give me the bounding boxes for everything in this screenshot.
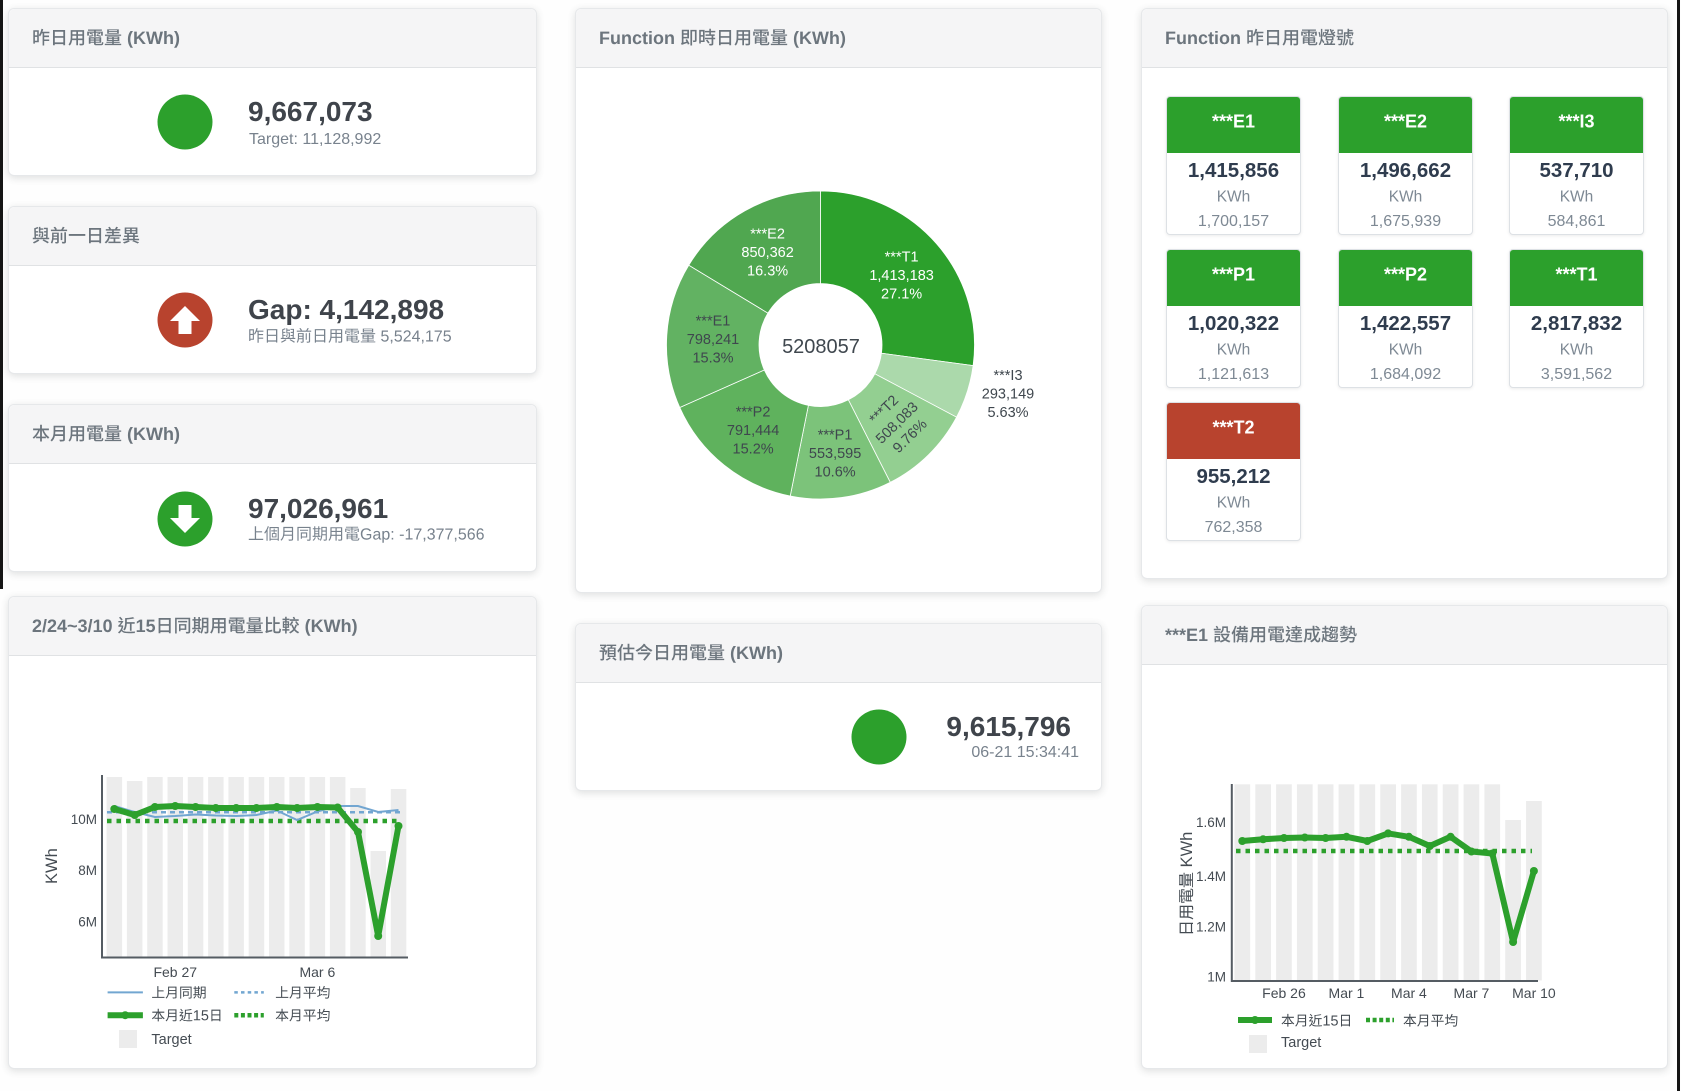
svg-text:10M: 10M [71,812,97,827]
svg-text:1M: 1M [1207,969,1226,984]
svg-text:1,684,092: 1,684,092 [1370,366,1441,383]
svg-text:3,591,562: 3,591,562 [1541,366,1612,383]
svg-text:1.2M: 1.2M [1196,919,1226,934]
svg-text:537,710: 537,710 [1539,159,1613,182]
svg-text:Mar 4: Mar 4 [1391,985,1427,1001]
svg-text:Target: Target [151,1032,191,1048]
svg-text:1,700,157: 1,700,157 [1198,213,1269,230]
svg-text:Mar 6: Mar 6 [299,964,335,980]
svg-text:955,212: 955,212 [1196,465,1270,488]
svg-text:1,496,662: 1,496,662 [1360,159,1451,182]
svg-text:8M: 8M [78,863,97,878]
svg-text:Feb 26: Feb 26 [1262,985,1306,1001]
svg-text:***P2: ***P2 [1384,265,1427,285]
svg-text:***T1: ***T1 [1555,265,1597,285]
svg-text:Target: 11,128,992: Target: 11,128,992 [249,131,381,148]
svg-text:KWh: KWh [1217,495,1251,512]
svg-text:9,667,073: 9,667,073 [248,96,373,127]
svg-text:KWh: KWh [1560,342,1594,359]
svg-text:9,615,796: 9,615,796 [946,711,1071,742]
svg-text:1,020,322: 1,020,322 [1188,312,1279,335]
svg-text:***E2: ***E2 [1384,112,1427,132]
svg-text:Mar 10: Mar 10 [1512,985,1556,1001]
svg-text:***E1: ***E1 [1212,112,1255,132]
svg-text:1.6M: 1.6M [1196,815,1226,830]
svg-text:KWh: KWh [1389,189,1423,206]
svg-text:KWh: KWh [1389,342,1423,359]
svg-text:5208057: 5208057 [782,336,860,358]
svg-text:Gap: 4,142,898: Gap: 4,142,898 [248,294,444,325]
svg-text:1,675,939: 1,675,939 [1370,213,1441,230]
svg-text:***P1: ***P1 [1212,265,1255,285]
svg-text:KWh: KWh [1560,189,1594,206]
svg-text:762,358: 762,358 [1205,519,1263,536]
svg-text:1,422,557: 1,422,557 [1360,312,1451,335]
svg-text:06-21 15:34:41: 06-21 15:34:41 [971,744,1079,761]
svg-text:1.4M: 1.4M [1196,869,1226,884]
svg-text:KWh: KWh [1217,189,1251,206]
svg-text:Mar 7: Mar 7 [1454,985,1490,1001]
svg-text:584,861: 584,861 [1548,213,1606,230]
svg-text:97,026,961: 97,026,961 [248,493,388,524]
svg-text:1,121,613: 1,121,613 [1198,366,1269,383]
svg-text:Feb 27: Feb 27 [153,964,197,980]
svg-text:6M: 6M [78,915,97,930]
svg-text:***T2: ***T2 [1212,418,1254,438]
svg-text:KWh: KWh [1217,342,1251,359]
svg-text:Mar 1: Mar 1 [1329,985,1365,1001]
svg-text:1,415,856: 1,415,856 [1188,159,1279,182]
svg-text:Target: Target [1281,1035,1321,1051]
svg-text:***I3: ***I3 [1558,112,1594,132]
svg-text:2,817,832: 2,817,832 [1531,312,1622,335]
